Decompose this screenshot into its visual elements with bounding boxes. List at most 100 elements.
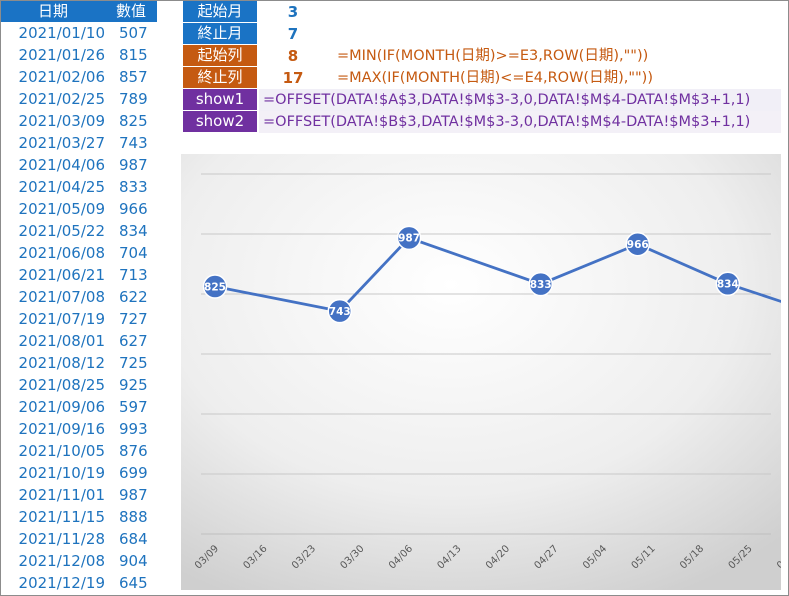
table-row: 2021/07/08 622 [1,286,157,308]
date-cell[interactable]: 2021/10/19 [18,464,105,482]
data-point[interactable] [528,271,553,297]
end-row-label[interactable]: 終止列 [183,67,257,88]
series-markers: 825743987833966834704713622727 [202,225,741,324]
value-cell[interactable]: 833 [119,178,148,196]
date-cell[interactable]: 2021/08/12 [18,354,105,372]
table-row: 2021/10/05 876 [1,440,157,462]
data-label: 833 [530,279,552,291]
date-cell[interactable]: 2021/03/09 [18,112,105,130]
value-cell[interactable]: 627 [119,332,148,350]
date-cell[interactable]: 2021/12/19 [18,574,105,592]
table-row: 2021/08/01 627 [1,330,157,352]
date-cell[interactable]: 2021/09/06 [18,398,105,416]
data-point[interactable] [327,298,352,324]
value-cell[interactable]: 725 [119,354,148,372]
date-cell[interactable]: 2021/02/25 [18,90,105,108]
header-value[interactable]: 數值 [115,2,146,20]
value-cell[interactable]: 684 [119,530,148,548]
data-label: 966 [627,239,649,251]
table-row: 2021/11/01 987 [1,484,157,506]
value-cell[interactable]: 727 [119,310,148,328]
value-cell[interactable]: 857 [119,68,148,86]
value-cell[interactable]: 987 [119,486,148,504]
data-point[interactable] [715,271,741,297]
table-row: 2021/11/15 888 [1,506,157,528]
date-cell[interactable]: 2021/07/19 [18,310,105,328]
start-row-formula: =MIN(IF(MONTH(日期)>=E3,ROW(日期),"")) [337,48,649,64]
data-label: 987 [398,233,420,245]
table-row: 2021/04/06 987 [1,154,157,176]
date-cell[interactable]: 2021/12/08 [18,552,105,570]
start-row-label[interactable]: 起始列 [183,45,257,66]
date-cell[interactable]: 2021/08/25 [18,376,105,394]
start-row-value[interactable]: 8 [287,47,299,65]
date-cell[interactable]: 2021/10/05 [18,442,105,460]
value-cell[interactable]: 704 [119,244,148,262]
date-cell[interactable]: 2021/09/16 [18,420,105,438]
table-row: 2021/07/19 727 [1,308,157,330]
table-row: 2021/03/09 825 [1,110,157,132]
value-cell[interactable]: 888 [119,508,148,526]
table-row: 2021/08/25 925 [1,374,157,396]
value-cell[interactable]: 987 [119,156,148,174]
date-cell[interactable]: 2021/11/28 [18,530,105,548]
date-cell[interactable]: 2021/04/06 [18,156,105,174]
date-cell[interactable]: 2021/06/08 [18,244,105,262]
header-date[interactable]: 日期 [37,2,68,20]
show1-formula-fill [259,89,781,111]
line-chart[interactable]: 03/09 03/16 03/23 03/30 04/06 04/13 04/20 04/27… [181,154,781,590]
data-label: 825 [204,281,226,293]
table-row: 2021/06/08 704 [1,242,157,264]
value-cell[interactable]: 645 [119,574,148,592]
show2-formula-fill [259,111,781,133]
value-cell[interactable]: 699 [119,464,148,482]
value-cell[interactable]: 815 [119,46,148,64]
date-cell[interactable]: 2021/06/21 [18,266,105,284]
table-row: 2021/01/10 507 [1,22,157,44]
data-point[interactable] [625,231,650,257]
value-cell[interactable]: 904 [119,552,148,570]
value-cell[interactable]: 507 [119,24,148,42]
table-header: 日期 數值 [1,1,157,22]
table-row: 2021/06/21 713 [1,264,157,286]
data-table: 日期 數值 2021/01/10 507 2021/01/26 815 2021/02/… [1,1,157,594]
table-row: 2021/10/19 699 [1,462,157,484]
value-cell[interactable]: 825 [119,112,148,130]
end-month-label[interactable]: 終止月 [183,23,257,44]
value-cell[interactable]: 622 [119,288,148,306]
date-cell[interactable]: 2021/05/09 [18,200,105,218]
show2-label[interactable]: show2 [183,111,257,132]
start-month-label[interactable]: 起始月 [183,1,257,22]
start-month-value[interactable]: 3 [287,3,299,21]
date-cell[interactable]: 2021/02/06 [18,68,105,86]
show1-label[interactable]: show1 [183,89,257,110]
table-row: 2021/09/06 597 [1,396,157,418]
value-cell[interactable]: 925 [119,376,148,394]
date-cell[interactable]: 2021/08/01 [18,332,105,350]
date-cell[interactable]: 2021/01/26 [18,46,105,64]
date-cell[interactable]: 2021/04/25 [18,178,105,196]
value-cell[interactable]: 743 [119,134,148,152]
value-cell[interactable]: 713 [119,266,148,284]
value-cell[interactable]: 834 [119,222,148,240]
show2-formula: =OFFSET(DATA!$B$3,DATA!$M$3-3,0,DATA!$M$… [263,114,751,130]
end-month-value[interactable]: 7 [287,25,299,43]
value-cell[interactable]: 789 [119,90,148,108]
date-cell[interactable]: 2021/11/15 [18,508,105,526]
date-cell[interactable]: 2021/11/01 [18,486,105,504]
end-row-value[interactable]: 17 [282,69,304,87]
date-cell[interactable]: 2021/03/27 [18,134,105,152]
value-cell[interactable]: 993 [119,420,148,438]
table-row: 2021/09/16 993 [1,418,157,440]
date-cell[interactable]: 2021/07/08 [18,288,105,306]
value-cell[interactable]: 876 [119,442,148,460]
data-point[interactable] [396,225,422,251]
end-row-formula: =MAX(IF(MONTH(日期)<=E4,ROW(日期),"")) [337,70,653,86]
date-cell[interactable]: 2021/01/10 [18,24,105,42]
data-point[interactable] [202,274,228,299]
value-cell[interactable]: 597 [119,398,148,416]
gridlines [201,173,771,535]
value-cell[interactable]: 966 [119,200,148,218]
date-cell[interactable]: 2021/05/22 [18,222,105,240]
show1-formula: =OFFSET(DATA!$A$3,DATA!$M$3-3,0,DATA!$M$… [263,92,751,108]
